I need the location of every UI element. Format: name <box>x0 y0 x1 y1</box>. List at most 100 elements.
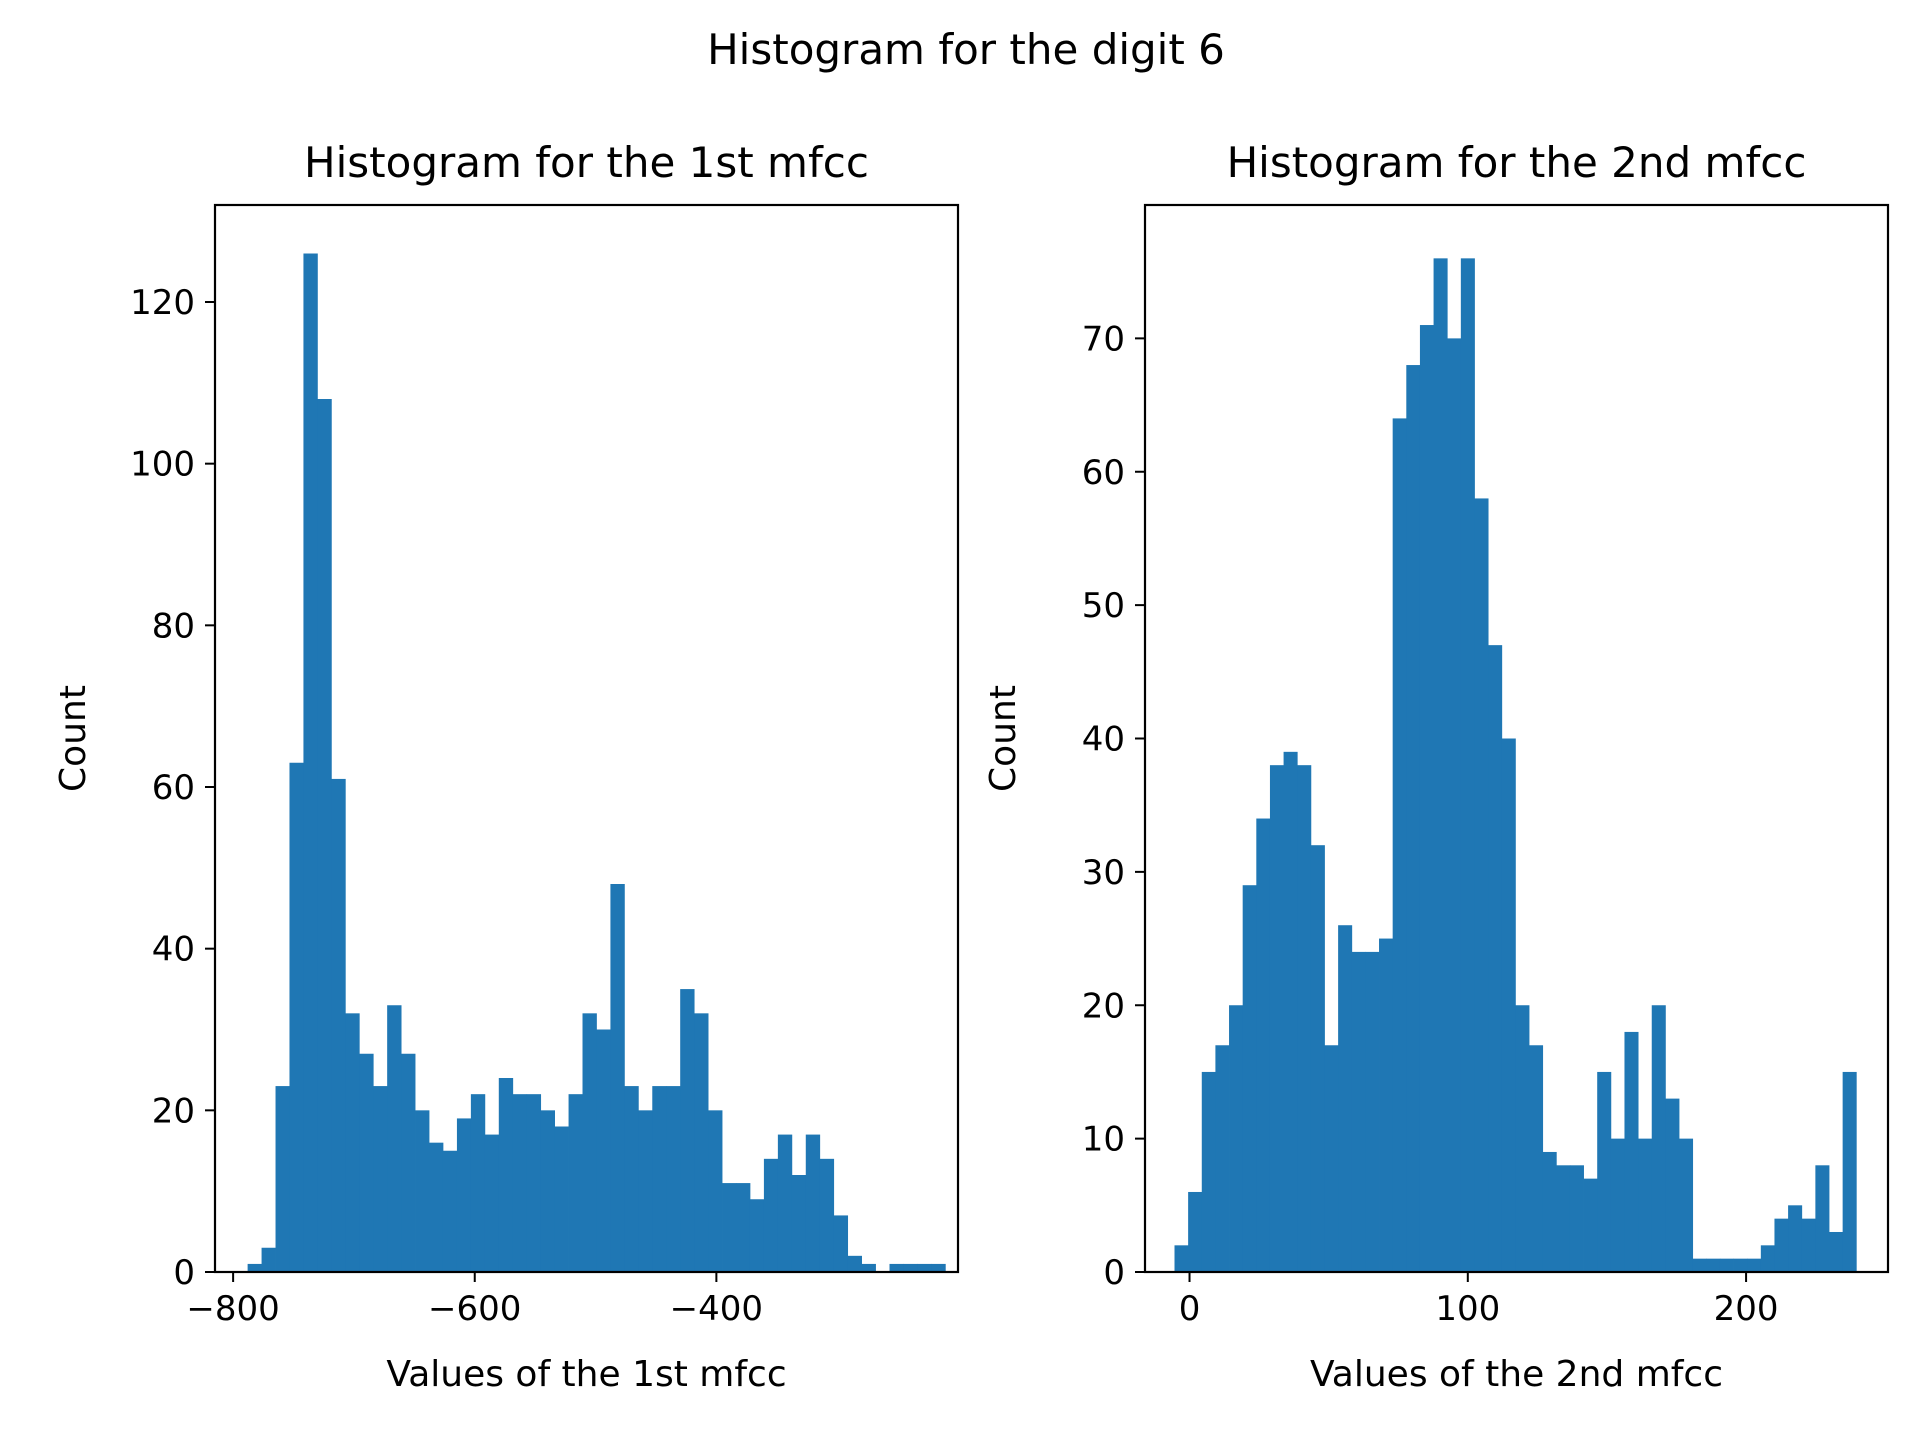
histogram-bar <box>763 1158 779 1272</box>
histogram-bar <box>861 1263 876 1272</box>
histogram-bar <box>512 1094 528 1272</box>
y-tick-label: 10 <box>1082 1120 1125 1160</box>
histogram-bar <box>931 1263 946 1272</box>
histogram-bar <box>680 989 695 1272</box>
x-tick-label: 200 <box>1714 1289 1779 1329</box>
histogram-bar <box>1829 1231 1844 1272</box>
histogram-bar <box>1624 1031 1639 1272</box>
histogram-bar <box>666 1086 681 1272</box>
histogram-bar <box>1174 1245 1189 1272</box>
histogram-bar <box>442 1150 458 1272</box>
histogram-bar <box>540 1110 555 1272</box>
x-tick-label: 0 <box>1179 1289 1201 1329</box>
y-tick-label: 120 <box>130 283 195 323</box>
histogram-bar <box>484 1134 500 1272</box>
y-tick-label: 30 <box>1082 853 1125 893</box>
x-tick-label: −600 <box>428 1289 521 1329</box>
histogram-bar <box>1283 751 1298 1272</box>
histogram-bar <box>1842 1071 1857 1272</box>
histogram-bar <box>722 1183 737 1272</box>
histogram-bar <box>1815 1165 1830 1272</box>
histogram-bar <box>415 1110 430 1272</box>
histogram-bar <box>429 1142 444 1272</box>
histogram-bar <box>1392 418 1407 1272</box>
y-tick-label: 80 <box>152 606 195 646</box>
y-tick-label: 20 <box>1082 986 1125 1026</box>
y-tick-label: 70 <box>1082 319 1125 359</box>
histogram-bar <box>624 1086 639 1272</box>
histogram-bar <box>1679 1138 1694 1273</box>
histogram-bar <box>1760 1245 1775 1272</box>
subplot-1st-mfcc: Histogram for the 1st mfcc Values of the… <box>53 138 960 1395</box>
histogram-bar <box>1638 1138 1653 1273</box>
y-axis-label: Count <box>983 685 1024 792</box>
histogram-bar <box>470 1094 486 1272</box>
histogram-bar <box>1706 1258 1721 1272</box>
histogram-bar <box>1351 951 1366 1272</box>
histogram-bar <box>1583 1178 1598 1272</box>
histogram-bar <box>1651 1005 1666 1272</box>
histogram-bar <box>289 762 304 1272</box>
histogram-bar <box>1556 1165 1571 1272</box>
histogram-bar <box>526 1094 542 1272</box>
y-tick-label: 20 <box>152 1091 195 1131</box>
histogram-bar <box>1542 1151 1557 1272</box>
histogram-bar <box>1188 1191 1203 1272</box>
histogram-bar <box>1297 765 1312 1272</box>
y-axis-label: Count <box>53 685 94 792</box>
histogram-bar <box>791 1175 807 1272</box>
histogram-bar <box>1665 1098 1680 1272</box>
histogram-bar <box>247 1263 262 1272</box>
histogram-bar <box>1201 1071 1216 1272</box>
histogram-bar <box>652 1086 667 1272</box>
histogram-bar <box>1447 338 1462 1273</box>
axes-frame <box>213 203 960 1274</box>
histogram-bar <box>833 1215 849 1272</box>
y-tick-label: 40 <box>1082 720 1125 760</box>
histogram-bar <box>1501 738 1516 1272</box>
histogram-bar <box>456 1118 472 1272</box>
histogram-bar <box>694 1013 709 1272</box>
y-tick-label: 50 <box>1082 586 1125 626</box>
histogram-bar <box>903 1263 918 1272</box>
histogram-bar <box>1256 818 1271 1272</box>
histogram-bar <box>582 1013 597 1272</box>
histogram-bar <box>638 1110 653 1272</box>
histogram-bar <box>1310 845 1325 1272</box>
histogram-bar <box>387 1005 402 1272</box>
histogram-bar <box>1733 1258 1748 1272</box>
histogram-bar <box>596 1029 611 1272</box>
histogram-bar <box>1692 1258 1707 1272</box>
histogram-bar <box>917 1263 932 1272</box>
histogram-bar <box>1433 258 1448 1273</box>
subplot-2nd-mfcc: Histogram for the 2nd mfcc Values of the… <box>983 138 1890 1395</box>
histogram-bar <box>1419 325 1434 1272</box>
histogram-bar <box>1338 925 1353 1272</box>
histogram-bar <box>554 1126 569 1272</box>
histogram-bar <box>1365 951 1380 1272</box>
x-axis-label: Values of the 1st mfcc <box>386 1354 786 1395</box>
histogram-bar <box>568 1094 583 1272</box>
subplot-title: Histogram for the 2nd mfcc <box>1227 138 1807 187</box>
histogram-bar <box>1529 1045 1544 1272</box>
y-tick-label: 60 <box>1082 453 1125 493</box>
histogram-bar <box>1801 1218 1816 1272</box>
histogram-bar <box>1747 1258 1762 1272</box>
histogram-bar <box>401 1053 416 1272</box>
y-tick-label: 0 <box>173 1253 195 1293</box>
histogram-bar <box>708 1110 723 1272</box>
histogram-bar <box>1610 1138 1625 1273</box>
histogram-bar <box>275 1086 290 1272</box>
histogram-bar <box>1488 645 1503 1272</box>
y-tick-label: 100 <box>130 445 195 485</box>
histogram-bar <box>1597 1071 1612 1272</box>
histogram-bar <box>373 1086 388 1272</box>
y-tick-label: 0 <box>1103 1253 1125 1293</box>
histogram-bar <box>1406 365 1421 1272</box>
subplot-title: Histogram for the 1st mfcc <box>304 138 869 187</box>
histogram-bar <box>1788 1205 1803 1272</box>
histogram-bar <box>303 253 318 1272</box>
histogram-bar <box>1774 1218 1789 1272</box>
histogram-bar <box>1229 1005 1244 1272</box>
